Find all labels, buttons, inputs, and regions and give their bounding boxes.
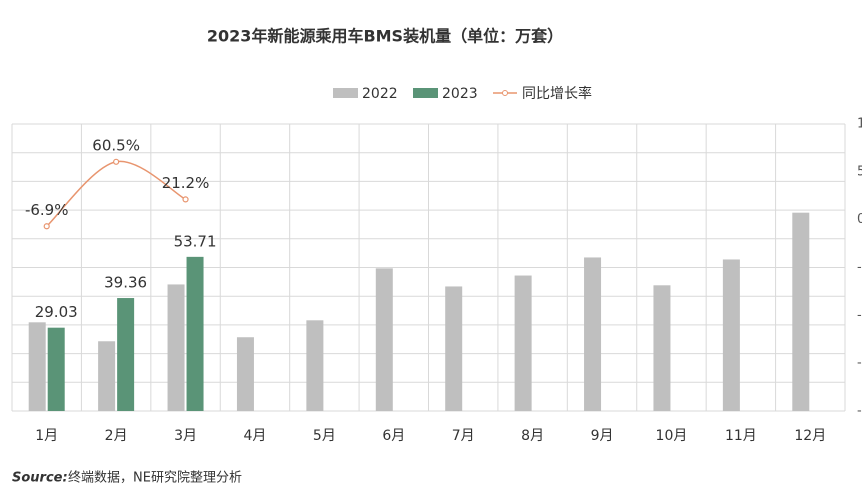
bar (186, 256, 204, 411)
data-label: -6.9% (25, 201, 69, 219)
bar (722, 259, 740, 411)
data-label: 60.5% (92, 136, 140, 154)
y2-tick-label: 0% (857, 212, 862, 227)
data-label: 21.2% (162, 174, 210, 192)
x-tick-label: 1月 (35, 428, 58, 444)
x-tick-label: 10月 (656, 428, 688, 444)
data-label: 53.71 (174, 232, 217, 250)
y2-tick-label: -100% (857, 308, 862, 323)
x-tick-label: 8月 (521, 428, 544, 444)
source-label: Source: (12, 471, 68, 486)
y2-tick-label: -200% (857, 404, 862, 419)
legend-label: 2022 (362, 86, 398, 102)
bar (306, 320, 324, 411)
x-tick-label: 3月 (174, 428, 197, 444)
bar (584, 257, 602, 411)
bar (792, 212, 810, 411)
x-tick-label: 2月 (105, 428, 128, 444)
bar (445, 286, 463, 411)
bar (236, 337, 254, 411)
y2-tick-label: -150% (857, 356, 862, 371)
source-text: 终端数据，NE研究院整理分析 (68, 470, 242, 486)
bar (98, 341, 116, 411)
x-tick-label: 12月 (794, 428, 826, 444)
y2-tick-label: 50% (857, 164, 862, 179)
bar (514, 275, 532, 411)
legend-marker (502, 90, 508, 96)
line-marker (113, 158, 120, 165)
x-tick-label: 4月 (243, 428, 266, 444)
y2-tick-label: -50% (857, 260, 862, 275)
chart-title: 2023年新能源乘用车BMS装机量（单位：万套） (207, 27, 563, 46)
bar (47, 327, 65, 411)
x-tick-label: 6月 (382, 428, 405, 444)
line-marker (182, 196, 189, 203)
legend-swatch (333, 88, 358, 98)
bar (167, 284, 185, 411)
data-label: 39.36 (104, 274, 147, 292)
legend-label: 同比增长率 (522, 85, 592, 102)
legend-swatch (413, 88, 438, 98)
bar (375, 268, 393, 411)
x-tick-label: 9月 (591, 428, 614, 444)
data-label: 29.03 (35, 303, 78, 321)
bar (653, 285, 671, 411)
x-tick-label: 5月 (313, 428, 336, 444)
bar (28, 322, 46, 411)
x-tick-label: 11月 (725, 428, 757, 444)
x-tick-label: 7月 (452, 428, 475, 444)
line-marker (43, 223, 50, 230)
bar (117, 298, 135, 411)
y2-tick-label: 100% (857, 117, 862, 132)
legend-label: 2023 (442, 86, 478, 102)
